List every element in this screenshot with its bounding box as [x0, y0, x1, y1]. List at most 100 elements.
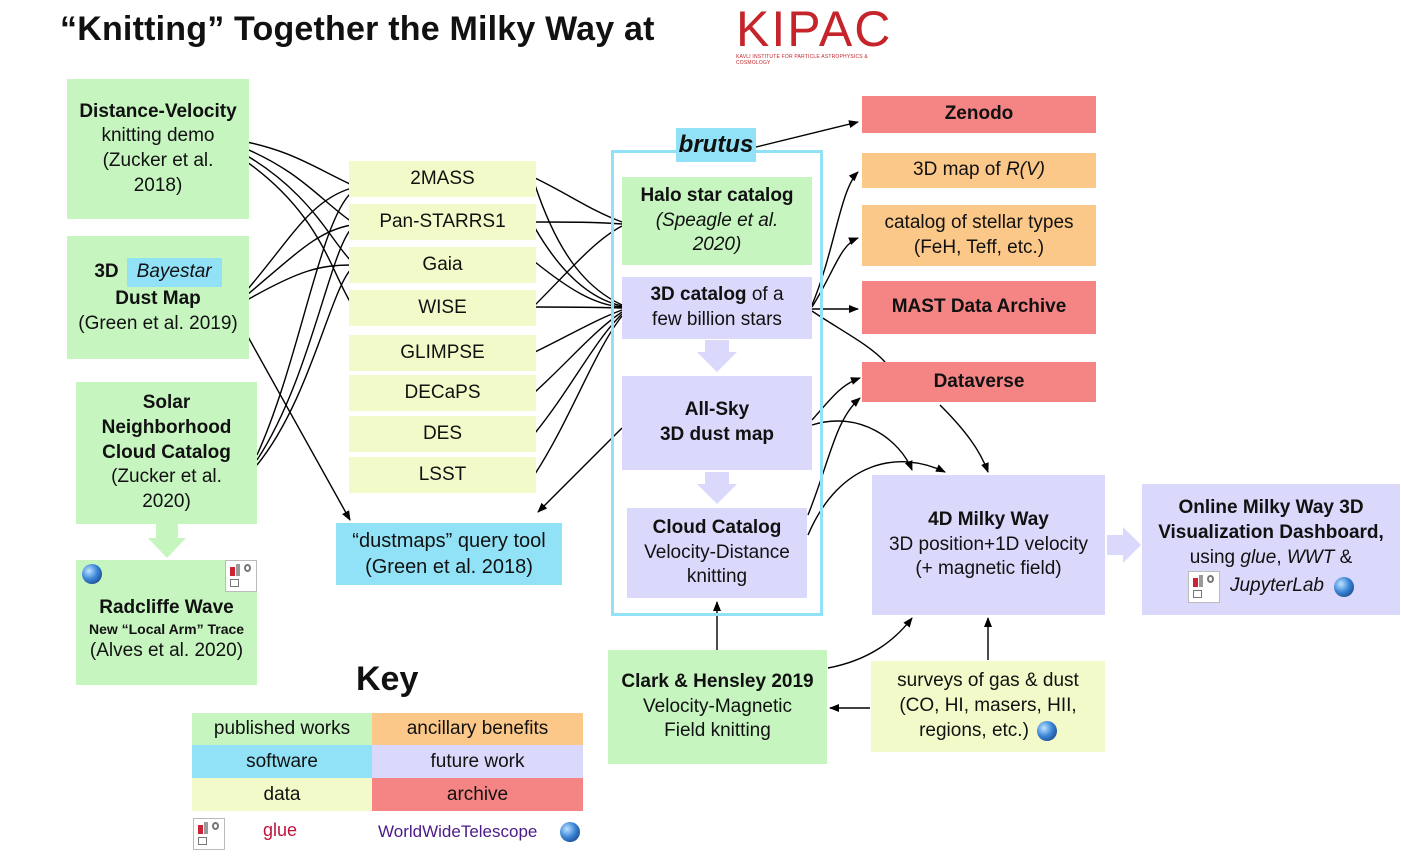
data-2mass: 2MASS: [349, 161, 536, 197]
glue-icon: [225, 560, 257, 592]
wire-bay-dustmaps: [246, 334, 351, 521]
page-title: “Knitting” Together the Milky Way at: [60, 10, 655, 48]
wire-dv-pan: [236, 144, 353, 223]
radcliffe-sub: New “Local Arm” Trace: [88, 621, 245, 638]
catalog-3d-rest: of a: [746, 284, 784, 306]
wire-clark-4d: [827, 617, 913, 669]
zenodo-box: Zenodo: [862, 96, 1096, 133]
dashboard-box: Online Milky Way 3D Visualization Dashbo…: [1142, 484, 1400, 615]
key-wwt-label: WorldWideTelescope: [378, 822, 538, 841]
dashboard-using: using: [1189, 546, 1241, 568]
solar-cite2: 2020): [142, 491, 191, 513]
bayestar-box: 3D Bayestar Dust Map (Green et al. 2019): [67, 236, 249, 359]
wire-allsky-dataverse: [811, 377, 861, 421]
stellar-line1: catalog of stellar types: [884, 211, 1074, 233]
wire-bay-pan: [246, 224, 353, 296]
clark-line2: Velocity-Magnetic: [643, 695, 792, 717]
milkyway-4d-line3: (+ magnetic field): [915, 558, 1062, 580]
wire-pan-halo: [534, 221, 623, 225]
catalog-3d-box: 3D catalog of a few billion stars: [622, 277, 812, 339]
data-decaps: DECaPS: [349, 375, 536, 411]
wire-wise-cat: [534, 306, 623, 309]
wire-sol-gaia: [256, 267, 353, 466]
key-title: Key: [356, 660, 419, 698]
glue-icon: [193, 818, 225, 850]
wwt-icon: [1334, 576, 1354, 597]
wire-cat-rv: [811, 171, 859, 306]
wire-gaia-cat: [534, 261, 623, 308]
wire-sol-2mass: [256, 191, 353, 456]
wire-cloud-dataverse: [807, 397, 861, 516]
fat-arrow-4d-dashboard: [1107, 527, 1141, 563]
dashboard-line3: using glue, WWT &: [1190, 546, 1353, 571]
wire-dataverse-4d: [939, 404, 989, 473]
halo-cite1: (Speagle et al.: [655, 209, 779, 231]
wire-dv-2mass: [236, 139, 353, 186]
data-lsst: LSST: [349, 457, 536, 493]
distance-velocity-title: Distance-Velocity: [79, 100, 237, 122]
clark-hensley-box: Clark & Hensley 2019 Velocity-Magnetic F…: [608, 650, 827, 764]
bayestar-cite: (Green et al. 2019): [78, 312, 238, 334]
key-glue-label: glue: [263, 820, 298, 840]
surveys-line3: regions, etc.): [919, 719, 1029, 741]
wire-allsky-4d: [811, 420, 913, 471]
dashboard-line4: JupyterLab: [1187, 570, 1354, 603]
milkyway-4d-title: 4D Milky Way: [928, 508, 1049, 530]
cloud-catalog-box: Cloud Catalog Velocity-Distance knitting: [627, 508, 807, 598]
milkyway-4d-box: 4D Milky Way 3D position+1D velocity (+ …: [872, 475, 1105, 615]
bayestar-title: Dust Map: [115, 288, 201, 310]
key-software: software: [192, 745, 372, 778]
data-glimpse: GLIMPSE: [349, 335, 536, 371]
clark-line3: Field knitting: [664, 720, 771, 742]
cloud-sub2: knitting: [686, 566, 748, 588]
allsky-line2: 3D dust map: [659, 424, 775, 445]
bayestar-prefix: 3D: [94, 261, 119, 283]
rv-map-box: 3D map of R(V): [862, 153, 1096, 188]
key-data: data: [192, 778, 372, 811]
kipac-logo-text: KIPAC: [736, 1, 893, 57]
wwt-icon: [1036, 721, 1057, 742]
kipac-logo: KIPAC KAVLI INSTITUTE FOR PARTICLE ASTRO…: [736, 1, 896, 66]
rv-map-line: 3D map of R(V): [913, 158, 1045, 183]
surveys-line3-row: regions, etc.): [919, 719, 1057, 744]
halo-title: Halo star catalog: [640, 184, 794, 206]
key-ancillary: ancillary benefits: [372, 713, 583, 745]
key-archive: archive: [372, 778, 583, 811]
key-future: future work: [372, 745, 583, 778]
surveys-line1: surveys of gas & dust: [897, 670, 1079, 692]
kipac-logo-subtitle: KAVLI INSTITUTE FOR PARTICLE ASTROPHYSIC…: [736, 54, 868, 66]
dustmaps-cite: (Green et al. 2018): [365, 556, 533, 578]
catalog-3d-bold: 3D catalog: [650, 284, 747, 306]
distance-velocity-sub: knitting demo: [101, 125, 215, 147]
dashboard-jupyterlab: JupyterLab: [1229, 575, 1324, 597]
allsky-dustmap-box: All-Sky 3D dust map: [622, 376, 812, 470]
radcliffe-cite: (Alves et al. 2020): [89, 639, 244, 661]
catalog-3d-line1: 3D catalog of a: [650, 283, 783, 308]
dashboard-comma: ,: [1276, 546, 1287, 568]
surveys-line2: (CO, HI, masers, HII,: [899, 695, 1077, 717]
data-des: DES: [349, 416, 536, 452]
wire-allsky-dustmaps: [537, 427, 623, 513]
surveys-box: surveys of gas & dust (CO, HI, masers, H…: [871, 661, 1105, 752]
distance-velocity-cite2: 2018): [133, 174, 183, 196]
wire-sol-pan: [256, 227, 353, 461]
dustmaps-box: “dustmaps” query tool (Green et al. 2018…: [336, 523, 562, 585]
wire-bay-gaia: [246, 264, 353, 301]
distance-velocity-cite1: (Zucker et al.: [102, 150, 214, 171]
wire-brutus-zenodo: [751, 120, 859, 149]
bayestar-header: 3D Bayestar: [94, 258, 222, 288]
dataverse-box: Dataverse: [862, 362, 1096, 402]
distance-velocity-box: Distance-Velocity knitting demo (Zucker …: [67, 79, 249, 219]
radcliffe-title: Radcliffe Wave: [99, 596, 234, 618]
clark-title: Clark & Hensley 2019: [621, 670, 814, 692]
milkyway-4d-line2: 3D position+1D velocity: [888, 533, 1089, 555]
wire-decaps-cat: [534, 311, 623, 393]
glue-icon: [1187, 570, 1220, 603]
cloud-sub1: Velocity-Distance: [644, 541, 790, 563]
dashboard-wwt: WWT: [1286, 546, 1335, 568]
stellar-types-box: catalog of stellar types (FeH, Teff, etc…: [862, 205, 1096, 266]
cloud-title: Cloud Catalog: [652, 516, 782, 538]
data-gaia: Gaia: [349, 247, 536, 283]
wire-des-cat: [534, 313, 623, 434]
wire-dv-gaia: [236, 149, 353, 263]
